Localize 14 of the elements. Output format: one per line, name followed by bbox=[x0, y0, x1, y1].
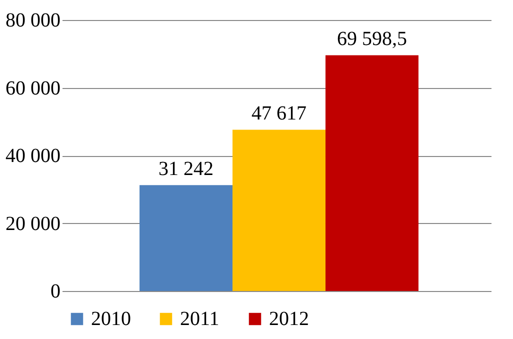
legend-label: 2012 bbox=[269, 308, 309, 330]
y-tick-label: 80 000 bbox=[6, 10, 60, 32]
legend-label: 2010 bbox=[91, 308, 131, 330]
y-tick-label: 60 000 bbox=[6, 77, 60, 100]
data-label: 69 598,5 bbox=[336, 28, 407, 50]
legend-label: 2011 bbox=[180, 308, 220, 330]
bar bbox=[140, 185, 233, 291]
data-label: 31 242 bbox=[158, 158, 214, 180]
y-tick-label: 40 000 bbox=[6, 145, 60, 167]
y-tick-label: 20 000 bbox=[6, 212, 60, 235]
y-tick-label: 0 bbox=[50, 280, 60, 302]
bar bbox=[232, 130, 326, 291]
data-label: 47 617 bbox=[252, 102, 306, 125]
bar bbox=[325, 55, 418, 291]
